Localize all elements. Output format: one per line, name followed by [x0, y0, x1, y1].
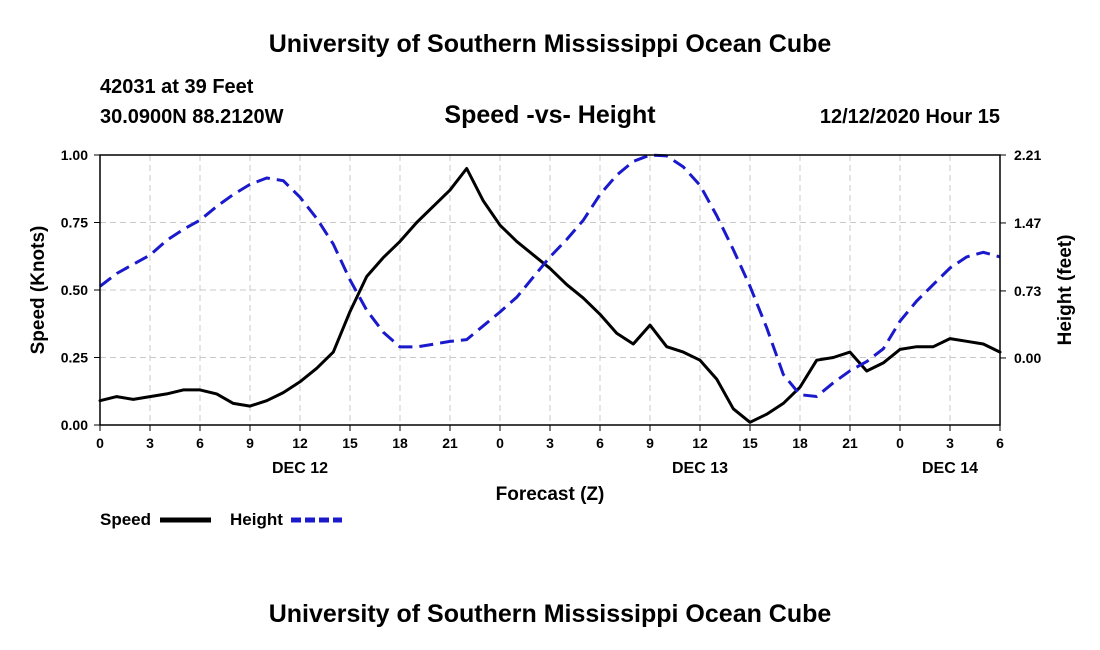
top-title: University of Southern Mississippi Ocean…: [268, 30, 832, 58]
x-tick-label: 21: [842, 435, 858, 451]
grid-layer: [100, 155, 1000, 425]
y2-axis-title: Height (feet): [1055, 235, 1076, 346]
y-tick-label: 0.00: [61, 417, 88, 433]
y-tick-label: 0.50: [61, 282, 88, 298]
y-axis-title: Speed (Knots): [28, 226, 49, 355]
x-tick-label: 3: [146, 435, 154, 451]
x-tick-label: 9: [646, 435, 654, 451]
coordinates-label: 30.0900N 88.2120W: [100, 106, 284, 128]
x-tick-label: 3: [946, 435, 954, 451]
station-label: 42031 at 39 Feet: [100, 76, 254, 98]
y-tick-label: 0.25: [61, 350, 88, 366]
x-tick-label: 6: [996, 435, 1004, 451]
x-axis-title: Forecast (Z): [496, 484, 605, 505]
x-tick-label: 21: [442, 435, 458, 451]
date-label: DEC 12: [272, 460, 328, 477]
y2-tick-label: 0.73: [1014, 283, 1041, 299]
x-tick-label: 15: [742, 435, 758, 451]
x-tick-label: 9: [246, 435, 254, 451]
y-tick-label: 1.00: [61, 147, 88, 163]
x-tick-label: 15: [342, 435, 358, 451]
datetime-label: 12/12/2020 Hour 15: [819, 106, 1000, 128]
x-tick-label: 0: [496, 435, 504, 451]
chart-title: Speed -vs- Height: [444, 101, 656, 129]
x-tick-label: 18: [792, 435, 808, 451]
y-tick-label: 0.75: [61, 215, 88, 231]
series-line-speed: [98, 167, 1002, 424]
legend-label: Speed: [100, 510, 151, 529]
x-tick-label: 12: [692, 435, 708, 451]
legend-label: Height: [230, 510, 283, 529]
x-tick-label: 0: [896, 435, 904, 451]
y2-tick-label: 0.00: [1014, 350, 1041, 366]
series-line-height: [99, 153, 1001, 398]
x-tick-label: 18: [392, 435, 408, 451]
legend: Speed Height: [100, 510, 342, 529]
bottom-title: University of Southern Mississippi Ocean…: [268, 600, 832, 628]
x-tick-label: 0: [96, 435, 104, 451]
x-tick-label: 6: [196, 435, 204, 451]
date-label: DEC 13: [672, 460, 728, 477]
x-tick-label: 3: [546, 435, 554, 451]
axes-layer: 0 3 6 9 12 15 18 21 0 3 6 9 12 15 18 21 0 3 6 0.00 0.25 0.50 0…: [28, 147, 1076, 505]
x-tick-label: 12: [292, 435, 308, 451]
date-label: DEC 14: [922, 460, 978, 477]
x-tick-label: 6: [596, 435, 604, 451]
series-layer: [98, 153, 1002, 424]
y2-tick-label: 2.21: [1014, 147, 1041, 163]
y2-tick-label: 1.47: [1014, 215, 1041, 231]
